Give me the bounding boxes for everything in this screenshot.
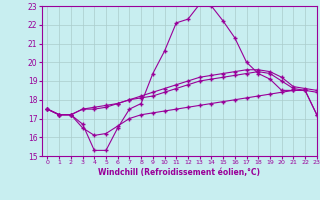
X-axis label: Windchill (Refroidissement éolien,°C): Windchill (Refroidissement éolien,°C) <box>98 168 260 177</box>
